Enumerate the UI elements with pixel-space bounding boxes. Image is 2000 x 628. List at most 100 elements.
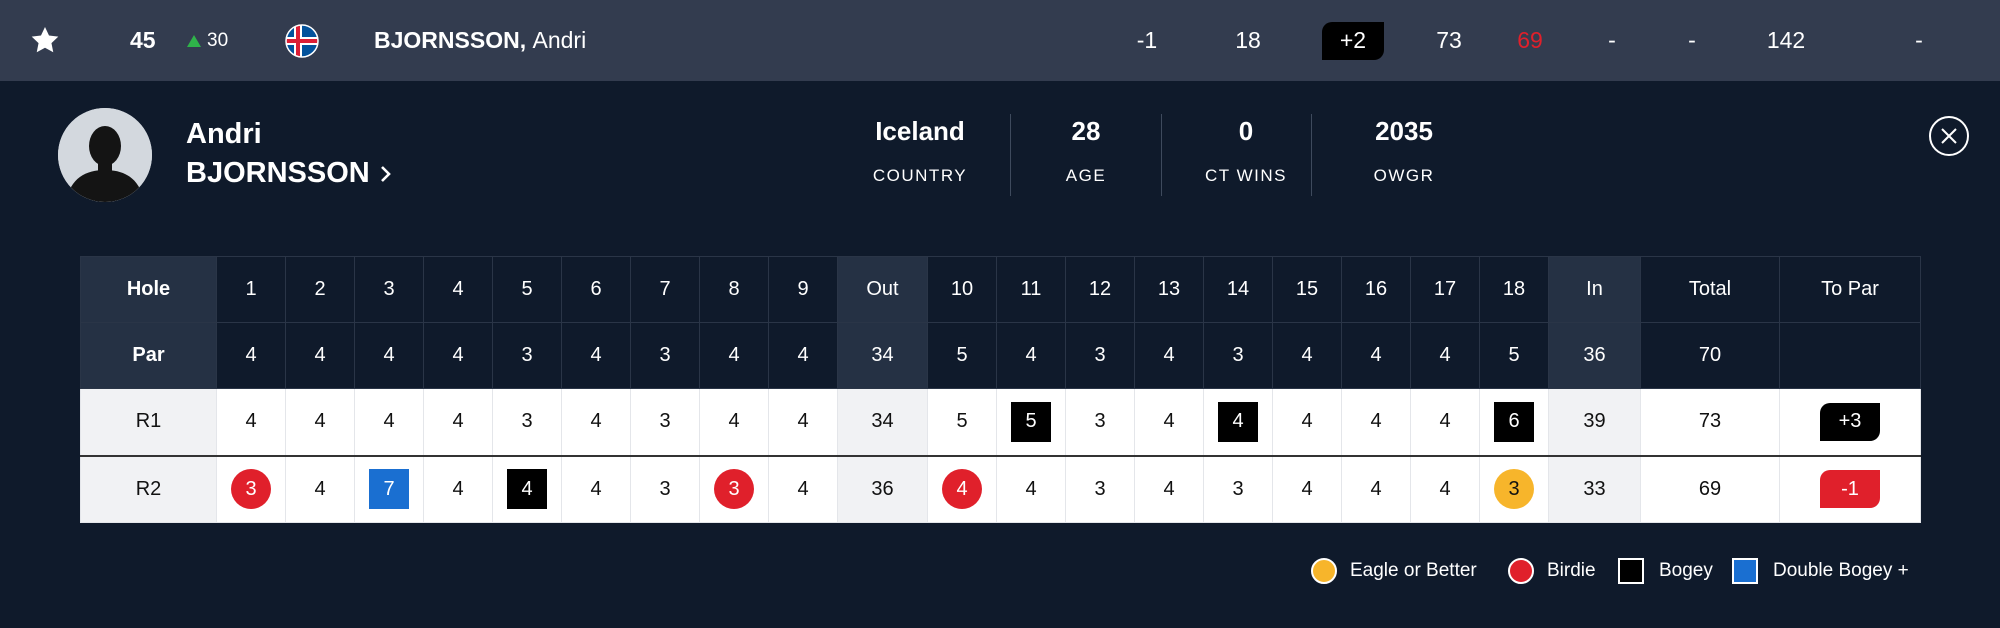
close-button[interactable]	[1929, 116, 1969, 156]
legend-double-bogey: Double Bogey +	[1732, 555, 1909, 587]
row-label: Par	[80, 322, 217, 389]
score-cell: 5	[996, 388, 1066, 456]
par-value: 4	[561, 322, 631, 389]
leaderboard-row[interactable]: 45 30 BJORNSSON, Andri -1 18 +2 73 69 - …	[0, 0, 2000, 81]
par-value: 5	[927, 322, 997, 389]
legend-label: Eagle or Better	[1350, 560, 1477, 581]
par-value: 36	[1548, 322, 1641, 389]
score-cell: 3	[1203, 454, 1273, 523]
birdie-marker: 3	[714, 469, 754, 510]
row-label: R2	[80, 454, 217, 523]
par-value: 3	[1065, 322, 1135, 389]
bogey-marker: 4	[1218, 401, 1258, 442]
hole-number: 16	[1341, 256, 1411, 323]
arrow-up-icon	[187, 34, 201, 47]
stat-label: CT WINS	[1205, 166, 1287, 185]
hole-number: 7	[630, 256, 700, 323]
par-value: 4	[216, 322, 286, 389]
double-bogey-swatch-icon	[1732, 558, 1758, 584]
par-value: 4	[285, 322, 355, 389]
score-cell: 4	[492, 454, 562, 523]
score-cell: 4	[285, 454, 355, 523]
legend-bogey: Bogey	[1618, 555, 1713, 587]
close-icon	[1941, 128, 1957, 144]
par-value	[1779, 322, 1921, 389]
score-cell: 4	[1134, 388, 1204, 456]
position: 45	[130, 27, 156, 53]
profile-first-name: Andri	[186, 118, 262, 150]
score-cell: 34	[837, 388, 928, 456]
player-last-name: BJORNSSON,	[374, 27, 527, 53]
legend-birdie: Birdie	[1508, 555, 1596, 587]
stat-value: 2035	[1375, 116, 1433, 146]
player-avatar	[58, 108, 152, 202]
extra-cell: -	[1915, 27, 1923, 53]
round-4-cell: -	[1688, 27, 1696, 53]
score-cell: 4	[699, 388, 769, 456]
hole-number: 8	[699, 256, 769, 323]
score-cell: 3	[492, 388, 562, 456]
stat-country: Iceland COUNTRY	[858, 116, 982, 186]
legend-label: Birdie	[1547, 560, 1596, 581]
score-cell: 39	[1548, 388, 1641, 456]
eagle-swatch-icon	[1311, 558, 1337, 584]
stat-label: AGE	[1065, 166, 1107, 185]
iceland-flag-icon	[284, 0, 320, 81]
bogey-marker: 5	[1011, 401, 1051, 442]
par-value: 4	[423, 322, 493, 389]
chevron-right-icon	[380, 165, 391, 182]
score-cell: 4	[1341, 388, 1411, 456]
divider	[1161, 114, 1162, 196]
score-cell: 4	[768, 388, 838, 456]
to-par-badge: -1	[1820, 470, 1880, 509]
total-to-par-badge: +2	[1322, 21, 1384, 60]
hole-row: Hole 1 2 3 4 5 6 7 8 9 Out 10 11 12 13 14 15 16 17 18 In Tota…	[80, 256, 1921, 323]
score-cell: 4	[216, 388, 286, 456]
round-3-cell: -	[1608, 27, 1616, 53]
par-value: 5	[1479, 322, 1549, 389]
par-value: 3	[630, 322, 700, 389]
legend-label: Bogey	[1659, 560, 1713, 581]
score-cell: 4	[927, 454, 997, 523]
total-to-par-cell: +2	[1318, 0, 1388, 81]
avatar-silhouette-icon	[58, 108, 152, 202]
divider	[1311, 114, 1312, 196]
score-cell: 4	[561, 454, 631, 523]
score-cell: 73	[1640, 388, 1780, 456]
favorite-star-icon[interactable]	[28, 0, 62, 81]
score-cell: 4	[561, 388, 631, 456]
score-cell: 36	[837, 454, 928, 523]
round-2-cell: 69	[1517, 27, 1543, 53]
round-row: R1 4 4 4 4 3 4 3 4 4 34 5 5 3 4 4 4 4 4 6 39 73 +3	[80, 388, 1921, 456]
par-value: 3	[1203, 322, 1273, 389]
round-1-cell: 73	[1436, 27, 1462, 53]
score-cell: 6	[1479, 388, 1549, 456]
par-value: 4	[1272, 322, 1342, 389]
player-name-link[interactable]: BJORNSSON, Andri	[374, 0, 586, 81]
profile-link[interactable]: BJORNSSON	[186, 157, 392, 190]
par-value: 4	[354, 322, 424, 389]
par-value: 4	[699, 322, 769, 389]
score-cell: 4	[285, 388, 355, 456]
hole-number: 12	[1065, 256, 1135, 323]
score-cell: 4	[1272, 388, 1342, 456]
score-cell: 5	[927, 388, 997, 456]
bogey-marker: 4	[507, 469, 547, 510]
score-cell: 3	[630, 454, 700, 523]
eagle-marker: 3	[1494, 469, 1534, 510]
stat-value: 28	[1071, 116, 1101, 146]
birdie-swatch-icon	[1508, 558, 1534, 584]
stat-label: COUNTRY	[872, 166, 968, 185]
stat-ct-wins: 0 CT WINS	[1186, 116, 1306, 186]
score-cell: 3	[699, 454, 769, 523]
to-par-badge: +3	[1820, 402, 1880, 441]
score-cell: 4	[354, 388, 424, 456]
hole-number: 6	[561, 256, 631, 323]
hole-number: 3	[354, 256, 424, 323]
par-value: 4	[1410, 322, 1480, 389]
stat-value: 0	[1238, 116, 1254, 146]
row-label: Hole	[80, 256, 217, 323]
bogey-marker: 6	[1494, 401, 1534, 442]
stat-value: Iceland	[875, 116, 965, 146]
score-cell: 3	[630, 388, 700, 456]
